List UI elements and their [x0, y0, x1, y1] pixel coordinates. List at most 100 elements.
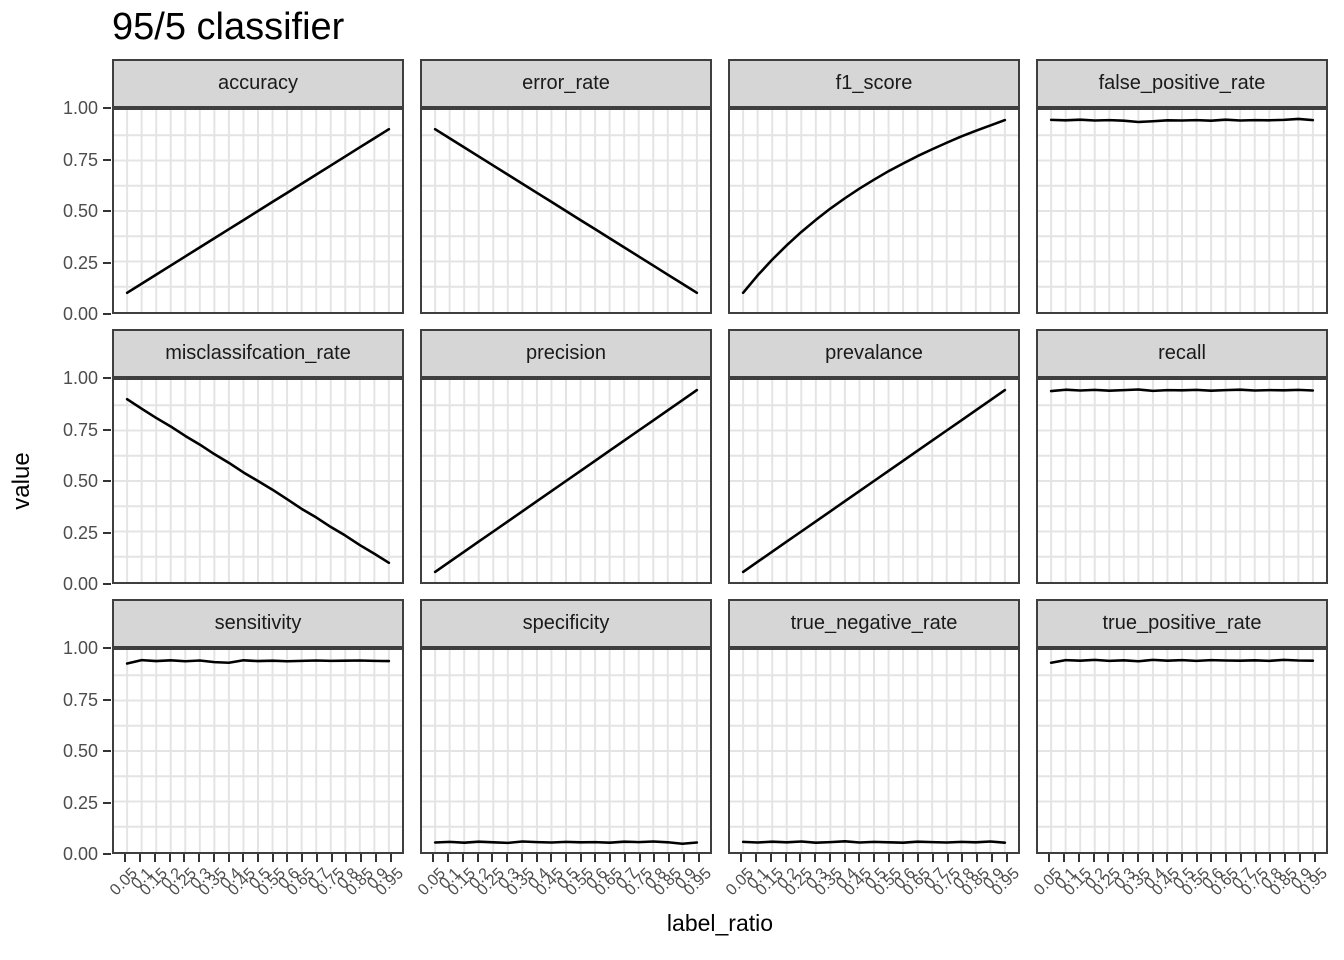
series-line [1049, 388, 1315, 393]
x-tick-mark [1284, 854, 1287, 862]
facet-strip-label: specificity [522, 612, 610, 634]
series-line [125, 658, 391, 665]
x-tick-mark [1092, 854, 1095, 862]
facet-strip-label: prevalance [825, 342, 923, 364]
facet-strip: accuracy [112, 59, 404, 108]
facet-plot [114, 650, 402, 852]
y-tick-label: 1.00 [62, 368, 98, 388]
facet-strip-label: false_positive_rate [1098, 72, 1266, 94]
facet-plot [114, 110, 402, 312]
series-line [433, 840, 699, 846]
x-tick-mark [828, 854, 831, 862]
x-tick-mark [931, 854, 934, 862]
y-tick-mark [103, 531, 111, 534]
x-tick-mark [550, 854, 553, 862]
x-tick-mark [286, 854, 289, 862]
x-tick-mark [565, 854, 567, 862]
x-tick-mark [814, 854, 817, 862]
x-tick-mark [1254, 854, 1257, 862]
facet-strip-label: true_negative_rate [790, 612, 958, 634]
facet-strip: specificity [420, 599, 712, 648]
x-tick-mark [491, 854, 494, 862]
facet-plot [1038, 650, 1326, 852]
y-tick-label: 0.75 [62, 689, 98, 710]
x-tick-mark [843, 854, 846, 862]
series-line [741, 118, 1007, 295]
y-tick-mark [103, 801, 111, 804]
y-tick-mark [103, 377, 111, 379]
facet-strip: f1_score [728, 59, 1020, 108]
x-tick-mark [183, 854, 186, 862]
x-tick-mark [374, 854, 377, 862]
x-tick-mark [520, 854, 523, 862]
series-line [125, 397, 391, 565]
x-tick-mark [212, 854, 215, 862]
x-tick-mark [153, 854, 156, 862]
y-tick-mark [103, 261, 111, 264]
x-tick-mark [902, 854, 905, 862]
x-tick-mark [697, 854, 700, 862]
facet-strip-label: true_positive_rate [1102, 612, 1262, 634]
series-line [433, 127, 699, 295]
x-tick-mark [360, 854, 363, 862]
facet-plot [730, 380, 1018, 582]
y-tick-mark [103, 107, 111, 109]
x-tick-mark [594, 854, 597, 862]
x-tick-mark [139, 854, 142, 862]
y-tick-label: 0.25 [62, 792, 98, 813]
x-tick-mark [917, 854, 920, 862]
y-axis-title: value [8, 452, 35, 510]
facet-panel [1036, 648, 1328, 854]
x-tick-mark [1166, 854, 1169, 862]
x-tick-mark [345, 854, 348, 862]
x-tick-mark [330, 854, 333, 862]
x-tick-mark [1195, 854, 1198, 862]
x-tick-mark [301, 854, 304, 862]
facet-strip: error_rate [420, 59, 712, 108]
y-tick-mark [103, 210, 111, 212]
x-tick-mark [271, 854, 274, 862]
y-tick-label: 1.00 [62, 98, 98, 118]
y-tick-label: 0.50 [62, 201, 98, 221]
x-tick-mark [1077, 854, 1080, 862]
x-tick-mark [638, 854, 641, 862]
x-tick-mark [976, 854, 979, 862]
facet-strip: precision [420, 329, 712, 378]
y-tick-mark [103, 647, 111, 649]
x-tick-mark [873, 854, 875, 862]
y-tick-mark [103, 853, 111, 855]
facet-plot [730, 650, 1018, 852]
facet-panel [420, 378, 712, 584]
x-tick-mark [623, 854, 626, 862]
facet-panel [728, 648, 1020, 854]
x-tick-mark [990, 854, 993, 862]
facet-strip: false_positive_rate [1036, 59, 1328, 108]
facet-plot [422, 650, 710, 852]
facet-panel [728, 108, 1020, 314]
facet-strip-label: misclassifcation_rate [165, 342, 351, 364]
facet-strip: misclassifcation_rate [112, 329, 404, 378]
x-tick-mark [740, 854, 743, 862]
x-tick-mark [1181, 854, 1183, 862]
x-tick-mark [609, 854, 612, 862]
facet-panel [1036, 108, 1328, 314]
y-tick-label: 0.00 [62, 574, 98, 594]
y-tick-label: 0.50 [62, 741, 98, 761]
x-tick-mark [447, 854, 450, 862]
facet-plot [1038, 380, 1326, 582]
x-tick-mark [1048, 854, 1051, 862]
facet-strip: sensitivity [112, 599, 404, 648]
facet-plot [114, 380, 402, 582]
x-tick-mark [461, 854, 464, 862]
x-tick-mark [799, 854, 802, 862]
facet-panel [112, 108, 404, 314]
facet-panel [728, 378, 1020, 584]
x-tick-mark [668, 854, 671, 862]
x-tick-mark [1313, 854, 1316, 862]
series-line [741, 840, 1007, 844]
facet-strip: prevalance [728, 329, 1020, 378]
y-tick-label: 0.50 [62, 471, 98, 491]
y-tick-mark [103, 480, 111, 482]
x-tick-mark [858, 854, 861, 862]
